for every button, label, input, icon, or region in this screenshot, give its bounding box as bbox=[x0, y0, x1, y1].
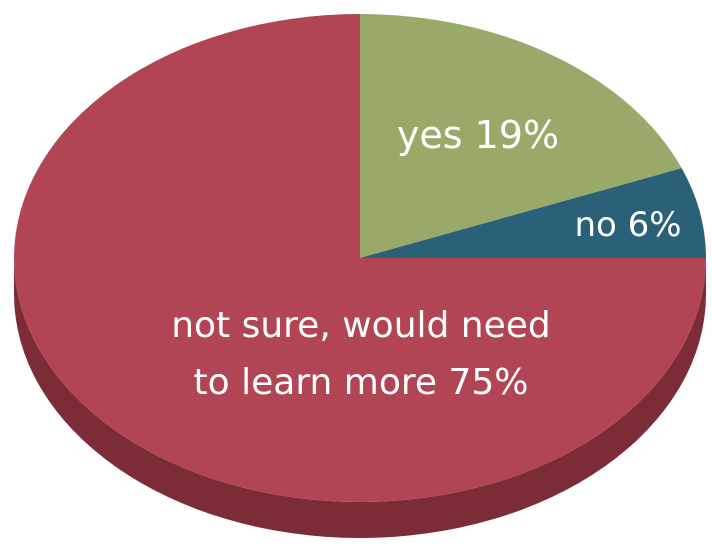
slice-label-not-sure-line-1: not sure, would need bbox=[171, 305, 551, 346]
pie-slice-not-sure bbox=[14, 14, 706, 502]
slice-label-not-sure-line-2: to learn more 75% bbox=[194, 362, 529, 403]
slice-label-yes: yes 19% bbox=[397, 113, 559, 157]
pie-slice-no bbox=[360, 168, 706, 258]
pie-slice-yes bbox=[360, 14, 682, 258]
pie-top-layer bbox=[14, 14, 706, 502]
slice-label-no: no 6% bbox=[574, 205, 681, 245]
pie-labels-layer: yes 19% no 6% not sure, would need to le… bbox=[171, 113, 681, 403]
